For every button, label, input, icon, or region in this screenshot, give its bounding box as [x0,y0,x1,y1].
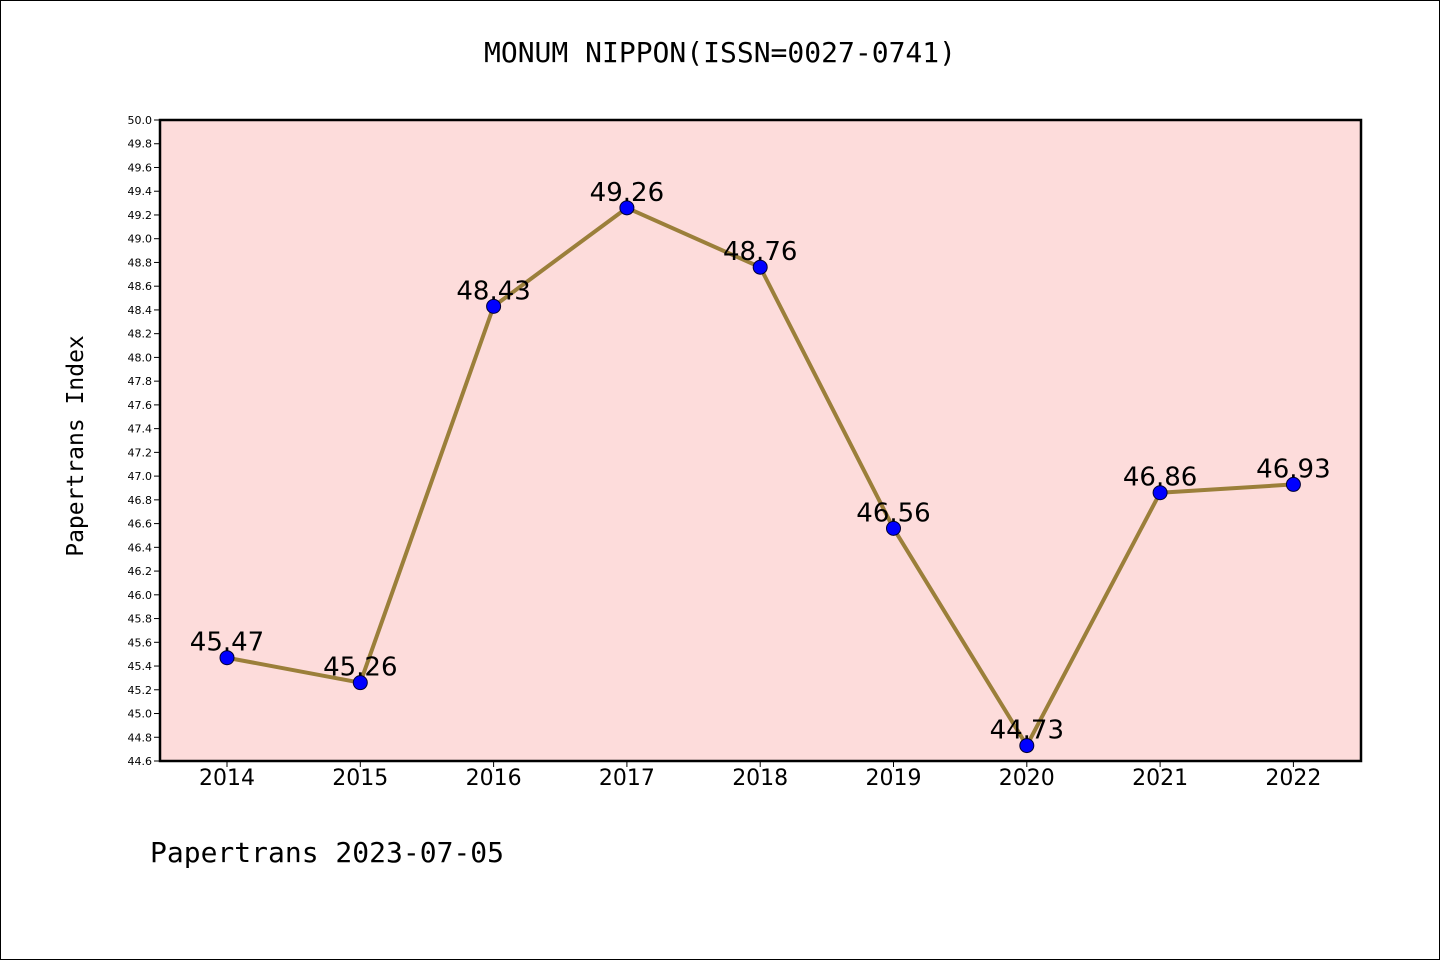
y-tick-label: 48.8 [128,256,153,269]
y-tick-label: 46.2 [128,565,153,578]
x-tick-label: 2016 [466,766,522,791]
data-point [886,520,901,536]
plot-border [158,118,1363,763]
data-label: 48.76 [723,237,797,267]
data-label: 45.26 [323,653,397,683]
x-tick-label: 2017 [599,766,655,791]
chart-title: MONUM NIPPON(ISSN=0027-0741) [483,36,956,69]
y-tick-label: 48.0 [128,351,153,364]
x-tick-label: 2020 [999,766,1055,791]
plot-area [160,120,1361,761]
data-point [352,675,368,691]
data-point [219,650,235,666]
y-tick-label: 45.2 [128,684,153,697]
y-tick-label: 50.0 [128,114,153,127]
data-label: 46.56 [856,498,930,528]
x-tick-label: 2018 [732,766,788,791]
data-label: 45.47 [190,628,264,658]
data-point [752,259,768,275]
y-tick-label: 45.4 [128,660,153,673]
y-tick-label: 49.0 [128,233,153,246]
y-tick-label: 44.8 [128,731,153,744]
y-tick-label: 48.4 [128,304,153,317]
y-tick-label: 49.2 [128,209,153,222]
data-label: 46.93 [1256,454,1330,484]
y-tick-label: 45.8 [128,613,153,626]
data-point [486,298,502,314]
x-tick-label: 2019 [866,766,922,791]
y-tick-label: 49.4 [128,185,153,198]
x-tick-label: 2021 [1132,766,1188,791]
x-tick-label: 2014 [199,766,255,791]
footer-caption: Papertrans 2023-07-05 [150,836,505,869]
y-tick-label: 48.2 [128,328,153,341]
data-point [1152,485,1168,501]
y-tick-label: 46.6 [128,518,153,531]
y-tick-label: 47.4 [128,423,153,436]
y-tick-label: 47.0 [128,470,153,483]
data-label: 49.26 [590,178,664,208]
x-tick-label: 2022 [1265,766,1321,791]
data-point [1285,476,1301,492]
data-point [619,200,635,216]
y-tick-label: 46.0 [128,589,153,602]
y-tick-label: 46.4 [128,541,153,554]
y-tick-label: 47.2 [128,446,153,459]
y-tick-label: 47.8 [128,375,153,388]
y-tick-label: 49.6 [128,161,153,174]
data-label: 46.86 [1123,463,1197,493]
y-tick-label: 48.6 [128,280,153,293]
data-label: 48.43 [456,276,530,306]
y-tick-label: 49.8 [128,138,153,151]
y-tick-label: 47.6 [128,399,153,412]
x-tick-label: 2015 [332,766,388,791]
y-tick-label: 46.8 [128,494,153,507]
data-label: 44.73 [990,716,1064,746]
data-point [1019,738,1035,754]
y-tick-label: 45.6 [128,636,153,649]
y-tick-label: 45.0 [128,708,153,721]
y-tick-label: 44.6 [128,755,153,768]
